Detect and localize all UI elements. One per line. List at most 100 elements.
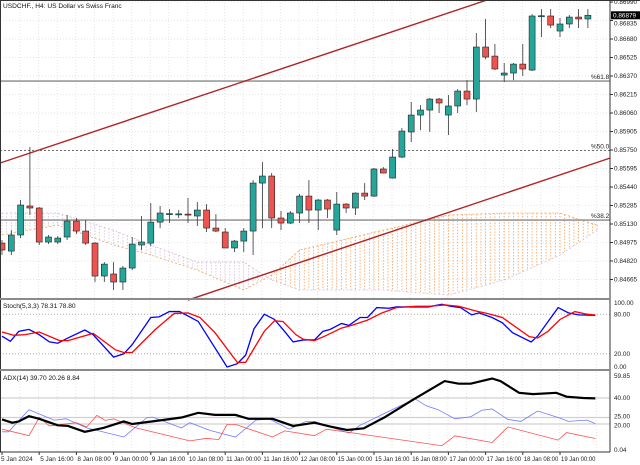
candle-bullish <box>510 63 517 74</box>
time-tick-label: 18 Jan 08:00 <box>524 456 559 463</box>
candle-bearish <box>35 207 43 243</box>
candle-bullish <box>286 212 294 224</box>
candle-bullish <box>445 105 452 116</box>
candle-bullish <box>370 168 378 197</box>
candle-bullish <box>119 267 127 283</box>
candle-bullish <box>128 243 136 269</box>
price-tick-label: 0.86990 <box>614 0 638 6</box>
price-tick-label: 0.85595 <box>614 166 638 173</box>
fib-level-label: %50.0 <box>591 143 610 150</box>
ichimoku-cloud <box>1 212 598 296</box>
fibonacci-levels[interactable]: %61.8 %50.0 %38.2 <box>0 74 610 221</box>
stoch-main-line <box>1 303 596 368</box>
price-tick-label: 0.84975 <box>614 240 638 247</box>
candle-bullish <box>175 213 182 216</box>
time-tick-label: 19 Jan 00:00 <box>561 456 596 463</box>
time-tick-label: 17 Jan 16:00 <box>487 456 522 463</box>
channel-line[interactable] <box>187 157 611 301</box>
time-tick-label: 15 Jan 16:00 <box>375 456 410 463</box>
pane-separator[interactable] <box>0 298 610 300</box>
time-tick-label: 15 Jan 00:00 <box>338 456 373 463</box>
adx-tick-label: 20.00 <box>614 423 630 430</box>
candle-bearish <box>324 199 331 210</box>
candle-bearish <box>26 205 34 209</box>
time-tick-label: 9 Jan 16:00 <box>152 456 186 463</box>
current-price-tag: 0.86879 <box>611 11 640 19</box>
trend-channel[interactable] <box>0 0 611 301</box>
adx-pane <box>0 377 610 447</box>
chart-title: USDCHF., H4: US Dollar vs Swiss Franc <box>3 3 122 10</box>
senkou-span-a <box>1 212 598 291</box>
candle-bullish <box>565 16 573 25</box>
current-price: 0.86879 <box>613 12 637 19</box>
time-tick-label: 11 Jan 16:00 <box>263 456 298 463</box>
candle-bearish <box>519 63 527 70</box>
time-tick-label: 10 Jan 08:00 <box>189 456 224 463</box>
adx-tick-label: 25.00 <box>614 413 630 420</box>
candle-bullish <box>54 237 62 243</box>
stoch-tick-label: 100.00 <box>614 300 634 307</box>
adx-tick-label: 0.04 <box>614 447 627 454</box>
fib-level-label: %61.8 <box>591 74 610 81</box>
candle-bullish <box>63 220 71 238</box>
price-tick-label: 0.86060 <box>614 110 638 117</box>
time-tick-label: 5 Jan 2024 <box>1 456 33 463</box>
channel-line[interactable] <box>0 0 488 164</box>
candle-bearish <box>435 98 443 104</box>
candle-bullish <box>249 182 257 232</box>
candle-bearish <box>575 16 582 20</box>
stoch-tick-label: 80.00 <box>614 311 630 318</box>
price-tick-label: 0.85130 <box>614 221 638 228</box>
candle-bullish <box>538 15 545 18</box>
price-tick-label: 0.85750 <box>614 147 638 154</box>
candle-bullish <box>528 15 536 71</box>
candle-bullish <box>45 236 52 243</box>
time-tick-label: 16 Jan 08:00 <box>412 456 447 463</box>
candle-bearish <box>361 192 369 197</box>
candle-bullish <box>352 192 359 209</box>
candle-bearish <box>203 209 210 229</box>
stoch-tick-label: 20.00 <box>614 351 630 358</box>
price-tick-label: 0.84665 <box>614 277 638 284</box>
fib-level-label: %38.2 <box>591 213 610 220</box>
time-tick-label: 11 Jan 00:00 <box>226 456 261 463</box>
candle-bullish <box>17 204 24 236</box>
pane-separator[interactable] <box>0 369 610 371</box>
candle-bullish <box>417 109 424 116</box>
candle-bullish <box>8 234 15 252</box>
candle-bearish <box>73 220 80 232</box>
stoch-signal-line <box>1 304 596 364</box>
candle-bullish <box>296 195 303 214</box>
candle-bearish <box>0 242 6 251</box>
candle-bullish <box>231 240 238 249</box>
candle-bullish <box>454 90 462 107</box>
candle-bearish <box>212 227 220 232</box>
candle-bearish <box>547 15 555 26</box>
candle-bullish <box>398 130 406 158</box>
candle-bearish <box>221 231 229 249</box>
candle-bullish <box>314 199 322 211</box>
candle-bearish <box>110 273 117 283</box>
candle-bullish <box>407 114 415 133</box>
candle-bearish <box>305 195 313 211</box>
price-tick-label: 0.84820 <box>614 258 638 265</box>
candle-bearish <box>463 90 471 100</box>
adx-main-line <box>1 377 596 433</box>
candle-bearish <box>82 230 89 244</box>
candle-bearish <box>491 55 499 70</box>
price-tick-label: 0.86525 <box>614 55 638 62</box>
adx-tick-label: 59.85 <box>614 373 630 380</box>
price-tick-label: 0.85440 <box>614 184 638 191</box>
adx-tick-label: 40.00 <box>614 395 630 402</box>
price-tick-label: 0.86835 <box>614 20 638 27</box>
candle-bullish <box>333 203 341 231</box>
stochastic-pane <box>0 303 610 368</box>
time-tick-label: 12 Jan 08:00 <box>301 456 336 463</box>
candle-bearish <box>184 213 192 216</box>
candle-bullish <box>147 221 155 244</box>
candle-bullish <box>259 175 266 184</box>
candle-bullish <box>556 23 564 32</box>
candle-bullish <box>584 14 592 20</box>
candle-bullish <box>138 241 145 246</box>
